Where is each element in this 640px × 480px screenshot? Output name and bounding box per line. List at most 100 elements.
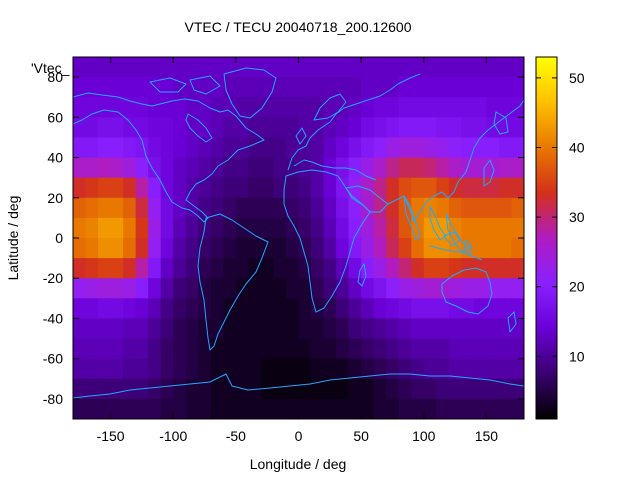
heatmap-cell <box>398 398 412 419</box>
heatmap-cell <box>135 157 149 179</box>
heatmap-cell <box>260 137 275 159</box>
heatmap-cell <box>448 197 462 219</box>
heatmap-cell <box>498 258 513 279</box>
heatmap-cell <box>98 217 112 239</box>
heatmap-cell <box>411 298 425 320</box>
heatmap-cell <box>148 97 162 118</box>
heatmap-cell <box>148 57 162 78</box>
heatmap-cell <box>73 318 87 340</box>
coastline-australia <box>441 267 493 315</box>
heatmap-cell <box>373 97 387 118</box>
heatmap-cell <box>473 77 488 98</box>
heatmap-cell <box>461 197 475 219</box>
heatmap-cell <box>498 197 513 219</box>
heatmap-cell <box>110 398 124 419</box>
heatmap-cell <box>123 77 137 98</box>
heatmap-cell <box>373 137 387 159</box>
heatmap-cell <box>398 298 412 320</box>
heatmap-cell <box>448 157 462 179</box>
x-tick-label: 150 <box>475 428 499 444</box>
heatmap-cell <box>235 258 249 279</box>
heatmap-cells <box>73 57 524 419</box>
heatmap-cell <box>235 378 249 400</box>
heatmap-cell <box>98 97 112 118</box>
heatmap-cell <box>348 177 362 199</box>
heatmap-cell <box>311 318 325 340</box>
heatmap-cell <box>160 338 174 360</box>
heatmap-cell <box>473 338 488 360</box>
heatmap-cell <box>423 157 437 179</box>
heatmap-cell <box>173 57 187 78</box>
heatmap-cell <box>223 57 237 78</box>
heatmap-cell <box>398 217 412 239</box>
heatmap-cell <box>148 238 162 259</box>
heatmap-cell <box>160 258 174 279</box>
heatmap-cell <box>85 97 99 118</box>
heatmap-cell <box>461 97 475 118</box>
heatmap-cell <box>148 258 162 279</box>
heatmap-cell <box>235 157 249 179</box>
heatmap-cell <box>461 358 475 380</box>
heatmap-cell <box>386 278 400 299</box>
heatmap-cell <box>273 197 287 219</box>
heatmap-cell <box>361 398 375 419</box>
heatmap-cell <box>248 278 262 299</box>
heatmap-cell <box>110 338 124 360</box>
heatmap-cell <box>223 258 237 279</box>
heatmap-cell <box>223 97 237 118</box>
heatmap-cell <box>411 278 425 299</box>
heatmap-cell <box>323 238 337 259</box>
heatmap-cell <box>348 298 362 320</box>
heatmap-cell <box>486 358 500 380</box>
heatmap-cell <box>273 77 287 98</box>
heatmap-cell <box>73 258 87 279</box>
heatmap-cell <box>473 97 488 118</box>
heatmap-cell <box>336 97 350 118</box>
heatmap-cell <box>85 298 99 320</box>
heatmap-cell <box>198 197 212 219</box>
heatmap-cell <box>285 298 300 320</box>
heatmap-cell <box>73 117 87 139</box>
heatmap-cell <box>98 197 112 219</box>
heatmap-cell <box>273 318 287 340</box>
heatmap-cell <box>85 197 99 219</box>
heatmap-cell <box>473 398 488 419</box>
heatmap-cell <box>348 197 362 219</box>
heatmap-cell <box>98 358 112 380</box>
heatmap-cell <box>123 197 137 219</box>
heatmap-cell <box>285 318 300 340</box>
heatmap-cell <box>223 137 237 159</box>
heatmap-cell <box>311 398 325 419</box>
heatmap-cell <box>260 157 275 179</box>
heatmap-cell <box>185 57 199 78</box>
heatmap-cell <box>348 77 362 98</box>
heatmap-cell <box>498 238 513 259</box>
heatmap-cell <box>210 137 224 159</box>
heatmap-cell <box>373 217 387 239</box>
heatmap-cell <box>311 338 325 360</box>
heatmap-cell <box>398 137 412 159</box>
heatmap-cell <box>411 318 425 340</box>
heatmap-cell <box>273 157 287 179</box>
heatmap-cell <box>260 278 275 299</box>
heatmap-cell <box>373 117 387 139</box>
heatmap-cell <box>85 238 99 259</box>
heatmap-cell <box>398 177 412 199</box>
heatmap-cell <box>210 97 224 118</box>
heatmap-cell <box>123 378 137 400</box>
heatmap-cell <box>223 238 237 259</box>
heatmap-cell <box>98 318 112 340</box>
heatmap-cell <box>160 57 174 78</box>
heatmap-cell <box>73 77 87 98</box>
heatmap-cell <box>173 137 187 159</box>
heatmap-cell <box>85 177 99 199</box>
heatmap-cell <box>298 97 312 118</box>
heatmap-cell <box>511 57 524 78</box>
heatmap-cell <box>235 217 249 239</box>
heatmap-cell <box>223 177 237 199</box>
heatmap-cell <box>285 238 300 259</box>
heatmap-cell <box>498 137 513 159</box>
heatmap-cell <box>311 217 325 239</box>
heatmap-cell <box>85 117 99 139</box>
heatmap-cell <box>336 197 350 219</box>
